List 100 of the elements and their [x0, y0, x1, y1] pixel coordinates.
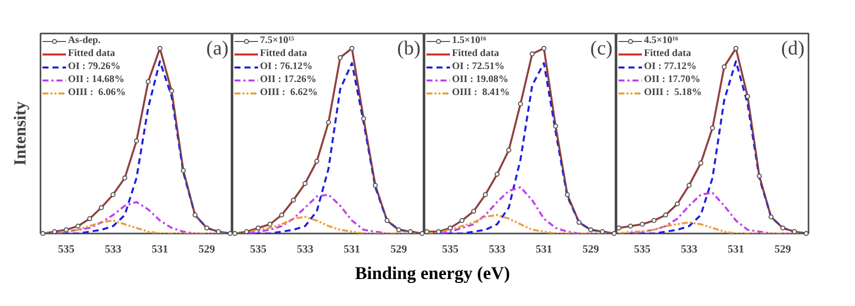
- point: [768, 214, 774, 220]
- point: [424, 229, 430, 234]
- point: [686, 182, 692, 188]
- point: [290, 198, 296, 203]
- point: [314, 158, 320, 164]
- point: [52, 229, 58, 234]
- y-axis-title: Intensity: [10, 100, 30, 166]
- point: [228, 231, 232, 236]
- legend-label: OI : 79.26%: [68, 61, 120, 72]
- point: [122, 175, 128, 180]
- x-tick-label: 535: [58, 244, 76, 256]
- point: [232, 231, 238, 236]
- legend-label: OI : 72.51%: [452, 61, 504, 72]
- legend-label: 4.5×10¹⁶: [644, 35, 678, 46]
- point: [600, 229, 605, 234]
- point: [674, 201, 680, 206]
- legend-label: Fitted data: [260, 48, 307, 59]
- point: [804, 231, 809, 236]
- point: [722, 64, 727, 70]
- point: [541, 46, 546, 51]
- annotation: (b): [397, 38, 421, 60]
- legend-label: OII : 19.08%: [452, 74, 508, 85]
- x-tick-label: 535: [634, 244, 652, 256]
- x-tick-label: 529: [774, 244, 792, 256]
- point: [553, 124, 558, 129]
- point: [169, 88, 174, 94]
- x-tick-label: 531: [728, 244, 744, 256]
- legend-label: As-dep.: [68, 35, 101, 46]
- point: [372, 182, 378, 188]
- x-tick-label: 531: [344, 244, 360, 256]
- point: [482, 192, 488, 198]
- x-tick-label: 531: [536, 244, 552, 256]
- point: [780, 225, 786, 230]
- point: [110, 192, 116, 198]
- point: [216, 229, 221, 234]
- point: [459, 218, 464, 224]
- point: [471, 208, 476, 214]
- legend-label: OIII : 5.18%: [644, 87, 702, 98]
- point: [745, 94, 750, 99]
- point: [64, 227, 69, 232]
- point: [448, 225, 453, 230]
- legend-label: OII : 17.26%: [260, 74, 316, 85]
- point: [792, 229, 797, 234]
- point: [302, 181, 308, 186]
- x-tick-label: 529: [390, 244, 408, 256]
- x-tick-label: 529: [582, 244, 600, 256]
- point: [279, 212, 284, 218]
- point: [640, 222, 645, 227]
- point: [564, 192, 570, 198]
- point: [588, 227, 594, 232]
- x-tick-label: 533: [680, 244, 698, 256]
- legend-label: OI : 76.12%: [260, 61, 312, 72]
- x-axis-title: Binding energy (eV): [355, 262, 510, 285]
- legend-label: Fitted data: [452, 48, 499, 59]
- legend-label: Fitted data: [68, 48, 115, 59]
- point: [256, 225, 261, 230]
- point: [87, 216, 92, 222]
- x-tick-label: 531: [152, 244, 168, 256]
- point: [40, 231, 46, 236]
- point: [157, 46, 162, 51]
- legend-label: OIII : 6.62%: [260, 87, 318, 98]
- point: [326, 120, 331, 125]
- point: [192, 212, 198, 218]
- point: [698, 160, 704, 166]
- x-tick-label: 535: [250, 244, 268, 256]
- point: [396, 227, 402, 232]
- legend-label: OII : 17.70%: [644, 74, 700, 85]
- point: [612, 231, 616, 236]
- x-tick-label: 529: [198, 244, 216, 256]
- point: [506, 148, 512, 153]
- point: [628, 224, 634, 229]
- point: [98, 205, 104, 210]
- point: [651, 218, 656, 224]
- point: [75, 224, 80, 229]
- x-tick-label: 535: [442, 244, 460, 256]
- point: [384, 218, 390, 224]
- legend-label: 1.5×10¹⁶: [452, 35, 486, 46]
- point: [361, 116, 366, 122]
- x-tick-label: 533: [104, 244, 122, 256]
- point: [420, 231, 424, 236]
- x-tick-label: 533: [488, 244, 506, 256]
- point: [576, 220, 582, 225]
- point: [146, 79, 151, 84]
- point: [408, 229, 413, 234]
- legend-label: 7.5×10¹⁵: [260, 35, 294, 46]
- point: [134, 138, 139, 144]
- x-tick-label: 533: [296, 244, 314, 256]
- point: [494, 172, 500, 177]
- legend-label: Fitted data: [644, 48, 691, 59]
- point: [616, 225, 622, 230]
- point: [710, 125, 715, 130]
- point: [267, 222, 272, 227]
- legend-label: OIII : 6.06%: [68, 87, 126, 98]
- point: [733, 46, 738, 51]
- annotation: (a): [206, 38, 229, 60]
- legend-label: OII : 14.68%: [68, 74, 124, 85]
- legend-label: OI : 77.12%: [644, 61, 696, 72]
- point: [436, 229, 442, 234]
- point: [338, 55, 343, 60]
- point: [349, 46, 354, 51]
